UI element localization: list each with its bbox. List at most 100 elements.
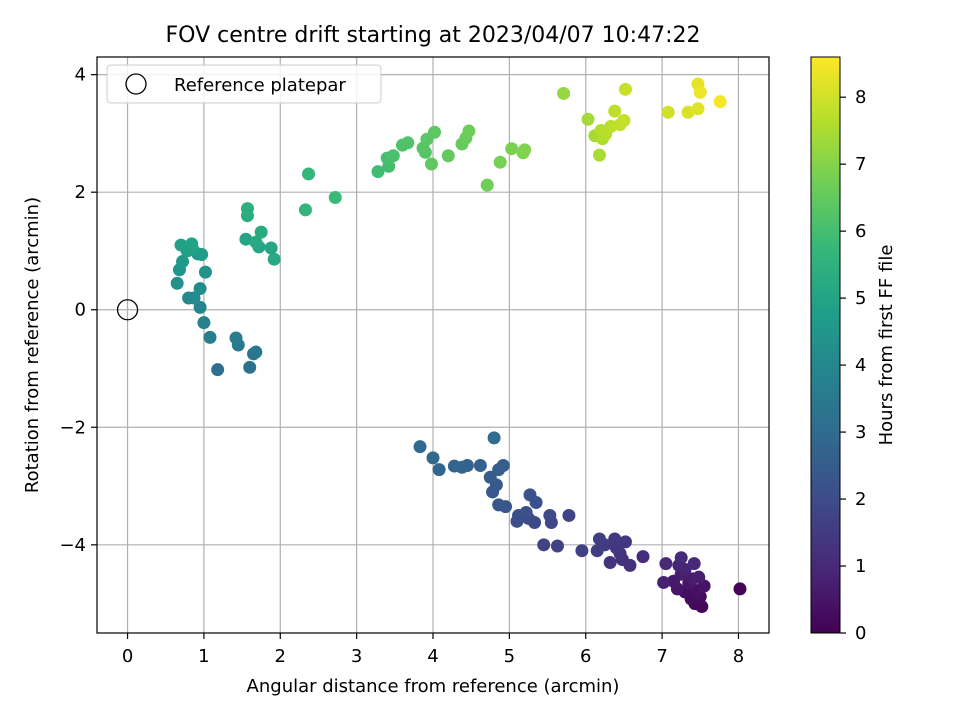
- data-point-113: [581, 112, 595, 126]
- data-point-0: [733, 582, 747, 596]
- legend-box: [106, 64, 382, 104]
- colorbar-tick-label-2: 2: [855, 489, 866, 510]
- data-point-17: [687, 557, 701, 571]
- colorbar-tick-label-6: 6: [855, 221, 866, 242]
- x-tick-label-0: 0: [122, 646, 133, 667]
- colorbar-tick-label-0: 0: [855, 623, 866, 644]
- data-point-74: [176, 255, 190, 269]
- data-point-120: [608, 104, 622, 118]
- data-point-20: [636, 550, 650, 564]
- data-point-84: [267, 252, 281, 266]
- data-point-14: [657, 575, 671, 589]
- scatter-points: [116, 77, 747, 614]
- data-point-107: [480, 178, 494, 192]
- data-point-102: [424, 157, 438, 171]
- data-point-43: [523, 488, 537, 502]
- data-point-86: [254, 225, 268, 239]
- data-point-91: [328, 190, 342, 204]
- y-tick-label-4: 4: [75, 65, 86, 86]
- x-axis-ticks: 0 1 2 3 4 5 6 7 8: [122, 633, 744, 667]
- data-point-126: [691, 102, 705, 116]
- y-tick-label-1: −2: [59, 417, 86, 438]
- x-tick-label-1: 1: [198, 646, 209, 667]
- data-point-79: [174, 238, 188, 252]
- data-point-31: [575, 544, 589, 558]
- data-point-71: [170, 276, 184, 290]
- data-point-56: [426, 451, 440, 465]
- data-point-30: [592, 532, 606, 546]
- data-point-92: [371, 165, 385, 179]
- data-point-50: [492, 463, 506, 477]
- reference-platepar-marker: [116, 299, 139, 321]
- data-point-83: [264, 241, 278, 255]
- data-point-27: [608, 532, 622, 546]
- data-point-62: [249, 345, 263, 359]
- y-tick-label-3: 2: [75, 182, 86, 203]
- data-point-54: [447, 459, 461, 473]
- data-point-57: [413, 440, 427, 454]
- x-tick-label-4: 4: [427, 646, 438, 667]
- data-point-111: [518, 143, 532, 157]
- data-point-29: [590, 544, 604, 558]
- colorbar-tick-label-5: 5: [855, 288, 866, 309]
- data-point-51: [473, 458, 487, 472]
- data-point-59: [211, 363, 225, 377]
- legend: Reference platepar: [106, 64, 382, 104]
- data-point-123: [618, 82, 632, 96]
- data-point-115: [592, 148, 606, 162]
- colorbar-tick-label-3: 3: [855, 422, 866, 443]
- data-point-26: [618, 535, 632, 549]
- data-point-32: [550, 539, 564, 553]
- data-point-128: [693, 85, 707, 99]
- data-point-97: [401, 136, 415, 150]
- x-tick-label-6: 6: [580, 646, 591, 667]
- colorbar-tick-label-8: 8: [855, 87, 866, 108]
- chart-title: FOV centre drift starting at 2023/04/07 …: [166, 23, 701, 48]
- x-tick-label-8: 8: [733, 646, 744, 667]
- colorbar-tick-label-7: 7: [855, 154, 866, 175]
- data-point-124: [661, 105, 675, 119]
- grid-lines: [97, 57, 769, 633]
- data-point-106: [462, 124, 476, 138]
- data-point-122: [617, 113, 631, 127]
- data-point-66: [197, 316, 211, 330]
- data-point-70: [193, 282, 207, 296]
- data-point-101: [428, 125, 442, 139]
- data-point-129: [713, 95, 727, 109]
- data-point-103: [441, 149, 455, 163]
- data-point-90: [302, 167, 316, 181]
- y-axis-ticks: −4 −2 0 2 4: [59, 65, 97, 556]
- data-point-33: [537, 538, 551, 552]
- data-point-19: [674, 551, 688, 565]
- data-point-45: [492, 498, 506, 512]
- x-tick-label-5: 5: [504, 646, 515, 667]
- colorbar-tick-label-1: 1: [855, 556, 866, 577]
- legend-marker-reference: [125, 73, 147, 95]
- y-axis-label: Rotation from reference (arcmin): [22, 197, 43, 493]
- data-point-13: [692, 570, 706, 584]
- data-point-41: [519, 506, 533, 520]
- data-point-48: [483, 470, 497, 484]
- legend-label-reference: Reference platepar: [174, 75, 346, 96]
- data-point-64: [229, 331, 243, 345]
- y-tick-label-0: −4: [59, 535, 86, 556]
- data-point-36: [543, 508, 557, 522]
- colorbar-label: Hours from first FF file: [876, 245, 897, 446]
- data-point-95: [386, 149, 400, 163]
- data-point-125: [681, 105, 695, 119]
- data-point-88: [240, 202, 254, 216]
- data-point-24: [603, 555, 617, 569]
- x-axis-label: Angular distance from reference (arcmin): [247, 676, 620, 697]
- data-point-58: [487, 431, 501, 445]
- colorbar-tick-label-4: 4: [855, 355, 866, 376]
- data-point-108: [493, 155, 507, 169]
- x-tick-label-7: 7: [656, 646, 667, 667]
- x-tick-label-3: 3: [351, 646, 362, 667]
- data-point-60: [243, 360, 257, 374]
- data-point-18: [659, 557, 673, 571]
- colorbar-gradient: [810, 56, 841, 634]
- data-point-69: [187, 291, 201, 305]
- data-point-72: [198, 265, 212, 279]
